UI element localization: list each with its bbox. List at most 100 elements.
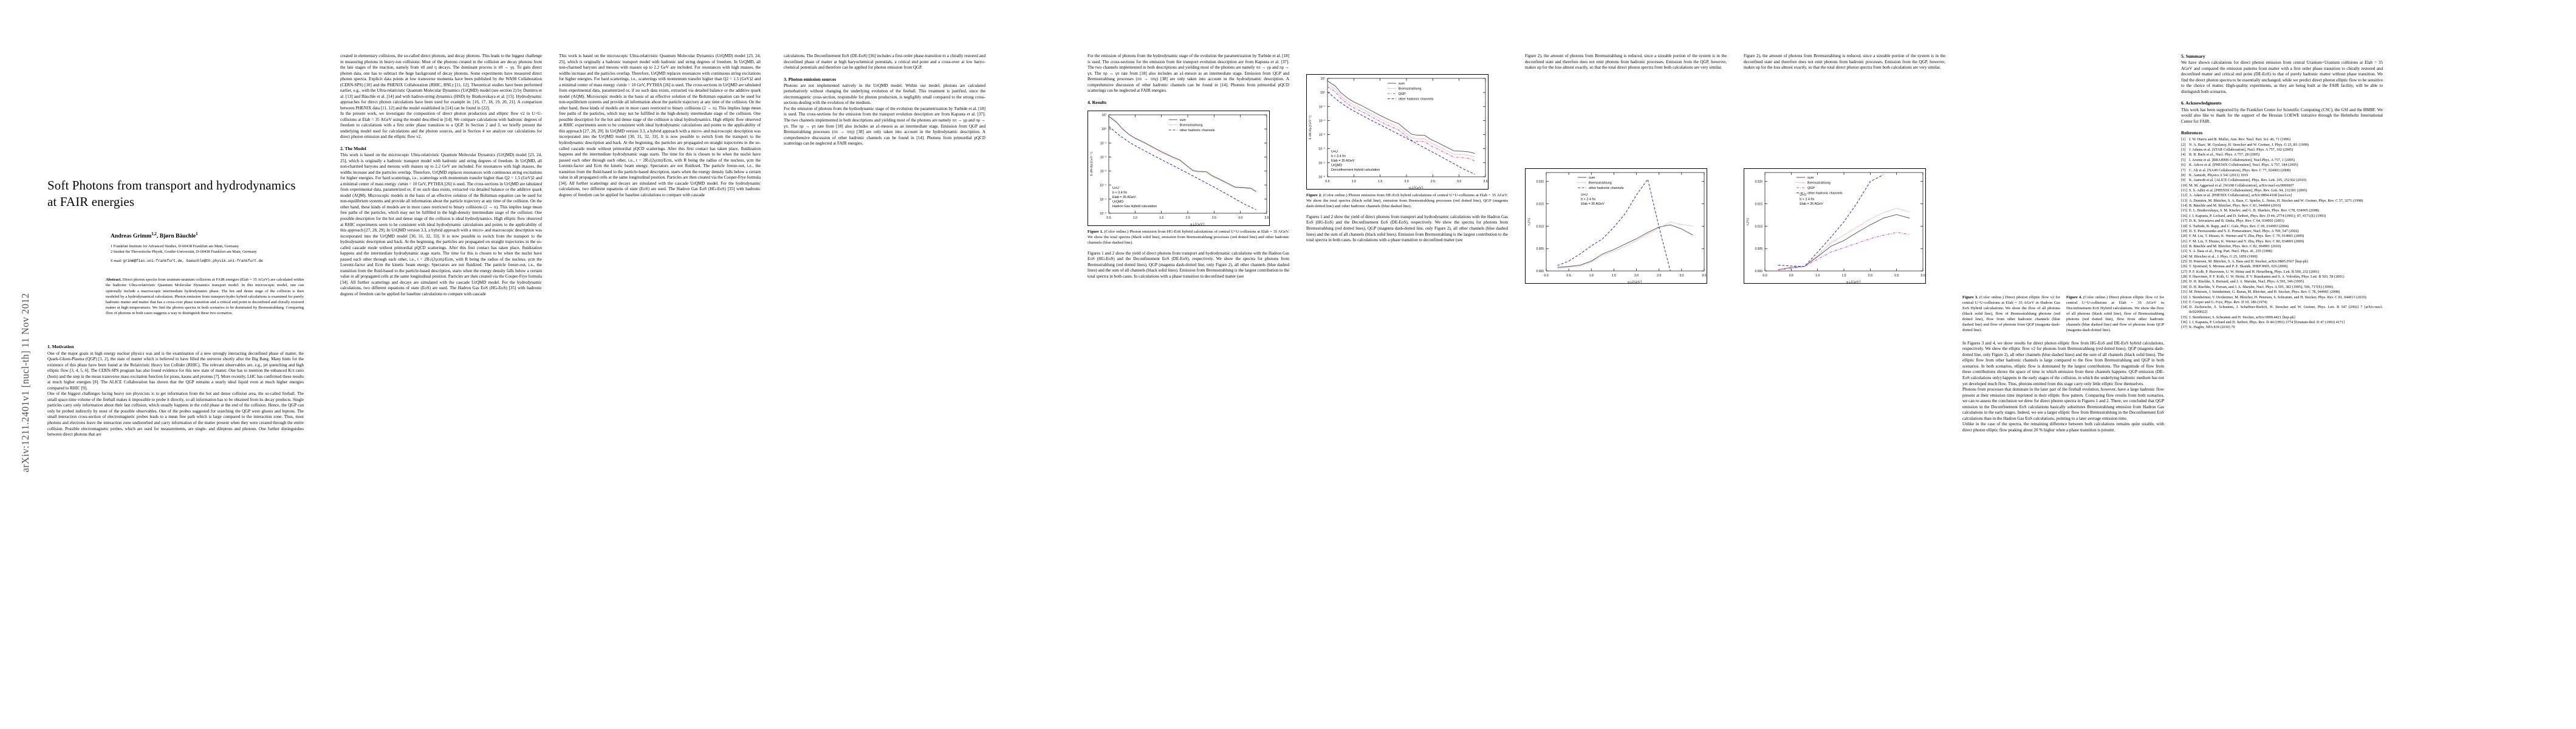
plot-annotation: UrQMD <box>1331 164 1342 168</box>
reference-number: [16] <box>2181 213 2188 218</box>
plot-annotation: U+U <box>1581 193 1588 197</box>
svg-text:2.0: 2.0 <box>1185 216 1190 220</box>
reference-number: [23] <box>2181 249 2188 254</box>
series-other-hadronic-channels <box>1557 178 1671 271</box>
svg-text:0.5: 0.5 <box>1106 216 1111 220</box>
reference-text: H. Petersen, M. Bleicher, S. A. Bass and… <box>2189 259 2308 264</box>
legend-label: sum <box>1589 176 1595 180</box>
legend-label: other hadronic channels <box>1180 129 1215 132</box>
reference-number: [19] <box>2181 228 2188 233</box>
series-qgp <box>1327 86 1475 162</box>
reference-item: [36] J. I. Kapusta, P. Lichard and D. Sei… <box>2181 320 2383 325</box>
motivation-paragraph-4: In the present work, we investigate the … <box>340 111 542 140</box>
reference-item: [26] T. Sjostrand, S. Mrenna and P. Z. Sk… <box>2181 264 2383 269</box>
reference-number: [15] <box>2181 208 2188 213</box>
motivation-paragraph-1: One of the major goals in high energy nu… <box>47 351 304 391</box>
figure-3-plot: 0.0 0.5 1.0 1.5 2.0 2.5 3.0 3.5 0.000 0.005 0.010 0… <box>1525 168 1707 284</box>
reference-item: [19] D. Y. Peressounko and Y. E. Pomerant… <box>2181 229 2383 234</box>
reference-text: K. Adcox et al. [PHENIX Collaboration], … <box>2189 163 2298 168</box>
figure-4-caption: Figure 4. (Color online.) Direct photon … <box>2066 295 2164 334</box>
svg-text:3.0: 3.0 <box>1238 216 1242 220</box>
svg-text:E dN/d³p [GeV⁻²]: E dN/d³p [GeV⁻²] <box>1090 152 1094 176</box>
reference-number: [5] <box>2181 157 2186 162</box>
reference-text: S. S. Adler et al. [PHENIX Collaboration… <box>2189 188 2307 193</box>
svg-text:10⁻¹: 10⁻¹ <box>1100 142 1107 145</box>
motivation-paragraph-2: One of the biggest challenges facing hea… <box>47 391 304 437</box>
series-bremsstrahlung <box>1557 221 1693 269</box>
reference-item: [15] E. L. Bratkovskaya, S. M. Kiselev, a… <box>2181 208 2383 213</box>
reference-text: F. Cooper and G. Frye, Phys. Rev. D 10, … <box>2189 299 2267 304</box>
reference-item: [34] D. Zschiesche, S. Schramm, J. Schaff… <box>2181 305 2383 315</box>
reference-number: [3] <box>2181 148 2186 152</box>
legend-label: Bremsstrahlung <box>1589 181 1612 185</box>
svg-text:3.5: 3.5 <box>1483 180 1487 183</box>
motivation-paragraph-3: created in elementary collisions, the so… <box>340 53 542 111</box>
svg-text:v₂[%]: v₂[%] <box>1746 217 1750 225</box>
svg-text:2.0: 2.0 <box>1634 274 1639 278</box>
reference-number: [11] <box>2181 188 2188 193</box>
author-list: Andreas Grimm1,2, Bjørn Bäuchle1 <box>111 231 198 239</box>
plot-annotation: U+U <box>1800 193 1806 197</box>
svg-text:0.015: 0.015 <box>1755 202 1762 206</box>
legend-label: sum <box>1180 118 1187 122</box>
column-1: Soft Photons from transport and hydrodyn… <box>47 177 304 438</box>
figure-2: 0.5 1.0 1.5 2.0 2.5 3.0 3.5 10⁻⁶ 10⁻⁵ 10⁻⁴ 10⁻³ 10⁻… <box>1306 74 1508 210</box>
legend-label: other hadronic channels <box>1399 98 1434 101</box>
svg-text:10⁻⁶: 10⁻⁶ <box>1318 176 1325 179</box>
section-heading-model: 2. The Model <box>340 145 366 151</box>
series-qgp <box>1778 231 1910 270</box>
svg-text:0.010: 0.010 <box>1536 225 1544 228</box>
reference-text: F. M. Liu, T. Hirano, K. Werner and Y. Z… <box>2189 239 2304 244</box>
series-other-hadronic-channels <box>1108 126 1256 210</box>
reference-text: A. Adare et al. [PHENIX Collaboration], … <box>2189 193 2292 198</box>
svg-text:3.5: 3.5 <box>1702 274 1706 278</box>
results-paragraph-2: calculations. The Deconfinement EoS (DE-… <box>784 53 985 70</box>
svg-text:10⁻²: 10⁻² <box>1319 119 1326 123</box>
reference-text: M. Bleicher et al., J. Phys. G 25, 1859 … <box>2189 254 2258 259</box>
reference-item: [37] K. Haglin, NPA 839 (2010) 70 <box>2181 325 2383 330</box>
reference-number: [13] <box>2181 198 2188 203</box>
svg-text:2.5: 2.5 <box>1657 274 1661 278</box>
figure-4-plot: 0.0 0.5 1.0 1.5 2.0 2.5 3.0 0.000 0.005 0.010 0.01… <box>1744 168 1926 284</box>
reference-number: [6] <box>2181 163 2186 168</box>
reference-text: K. Aamodt et al. [ALICE Collaboration], … <box>2189 178 2307 183</box>
reference-item: [28] P. Huovinen, P. F. Kolb, U. W. Heinz… <box>2181 275 2383 279</box>
reference-item: [10] M. M. Aggarwal et al. [WA98 Collabor… <box>2181 183 2383 188</box>
svg-text:3.0: 3.0 <box>1457 180 1461 183</box>
reference-number: [9] <box>2181 178 2186 183</box>
column-5: For the emission of photons from the hyd… <box>1088 53 1289 279</box>
svg-text:0.5: 0.5 <box>1325 180 1329 183</box>
figure-1-caption-text: (Color online.) Photon emission from HG-… <box>1088 229 1290 245</box>
reference-text: T. Sjostrand, S. Mrenna and P. Z. Skands… <box>2189 264 2288 269</box>
plot-annotation: b < 3.4 fm <box>1581 197 1596 201</box>
series-other-hadronic-channels <box>1778 174 1884 267</box>
svg-text:10⁻⁴: 10⁻⁴ <box>1318 148 1325 151</box>
reference-item: [29] D. H. Rischke, S. Bernard, and J. A.… <box>2181 279 2383 284</box>
abstract-label: Abstract. <box>106 278 122 282</box>
legend-label: Bremsstrahlung <box>1180 123 1203 127</box>
reference-text: B. B. Back et al., Nucl. Phys. A 757, 28… <box>2189 152 2260 157</box>
column-9: Figure 3. (Color online.) Direct photon … <box>1962 53 2164 433</box>
figure-3: 0.0 0.5 1.0 1.5 2.0 2.5 3.0 3.5 0.000 0.005 0.010 0… <box>1525 168 1727 284</box>
svg-text:10⁻³: 10⁻³ <box>1319 134 1326 137</box>
reference-number: [2] <box>2181 142 2186 147</box>
figure-3-caption-text: (Color online.) Direct photon elliptic f… <box>1962 295 2060 332</box>
reference-text: J. W. Harris and B. Muller, Ann. Rev. Nu… <box>2189 137 2290 142</box>
reference-item: [6] K. Adcox et al. [PHENIX Collaboration… <box>2181 163 2383 168</box>
reference-number: [25] <box>2181 259 2188 264</box>
abstract: Abstract. Direct photon spectra from ura… <box>47 277 304 316</box>
series-sum <box>1108 115 1256 192</box>
series-bremsstrahlung <box>1108 117 1256 193</box>
reference-number: [4] <box>2181 152 2186 157</box>
svg-text:0.5: 0.5 <box>1567 274 1571 278</box>
svg-text:0.0: 0.0 <box>1762 274 1767 278</box>
affiliation-2: 2 Institut für Theoretische Physik, Goet… <box>111 249 257 254</box>
reference-number: [21] <box>2181 239 2188 244</box>
model-paragraph-1: This work is based on the microscopic Ul… <box>340 152 542 296</box>
reference-number: [17] <box>2181 219 2188 224</box>
reference-number: [18] <box>2181 224 2188 228</box>
legend-label: sum <box>1807 176 1814 180</box>
reference-text: J. Steinheimer, S. Schramm and H. Stocke… <box>2189 315 2295 320</box>
reference-text: D. H. Rischke, Y. Pursun, and J. A. Maru… <box>2189 284 2334 289</box>
svg-text:0.015: 0.015 <box>1536 202 1544 206</box>
